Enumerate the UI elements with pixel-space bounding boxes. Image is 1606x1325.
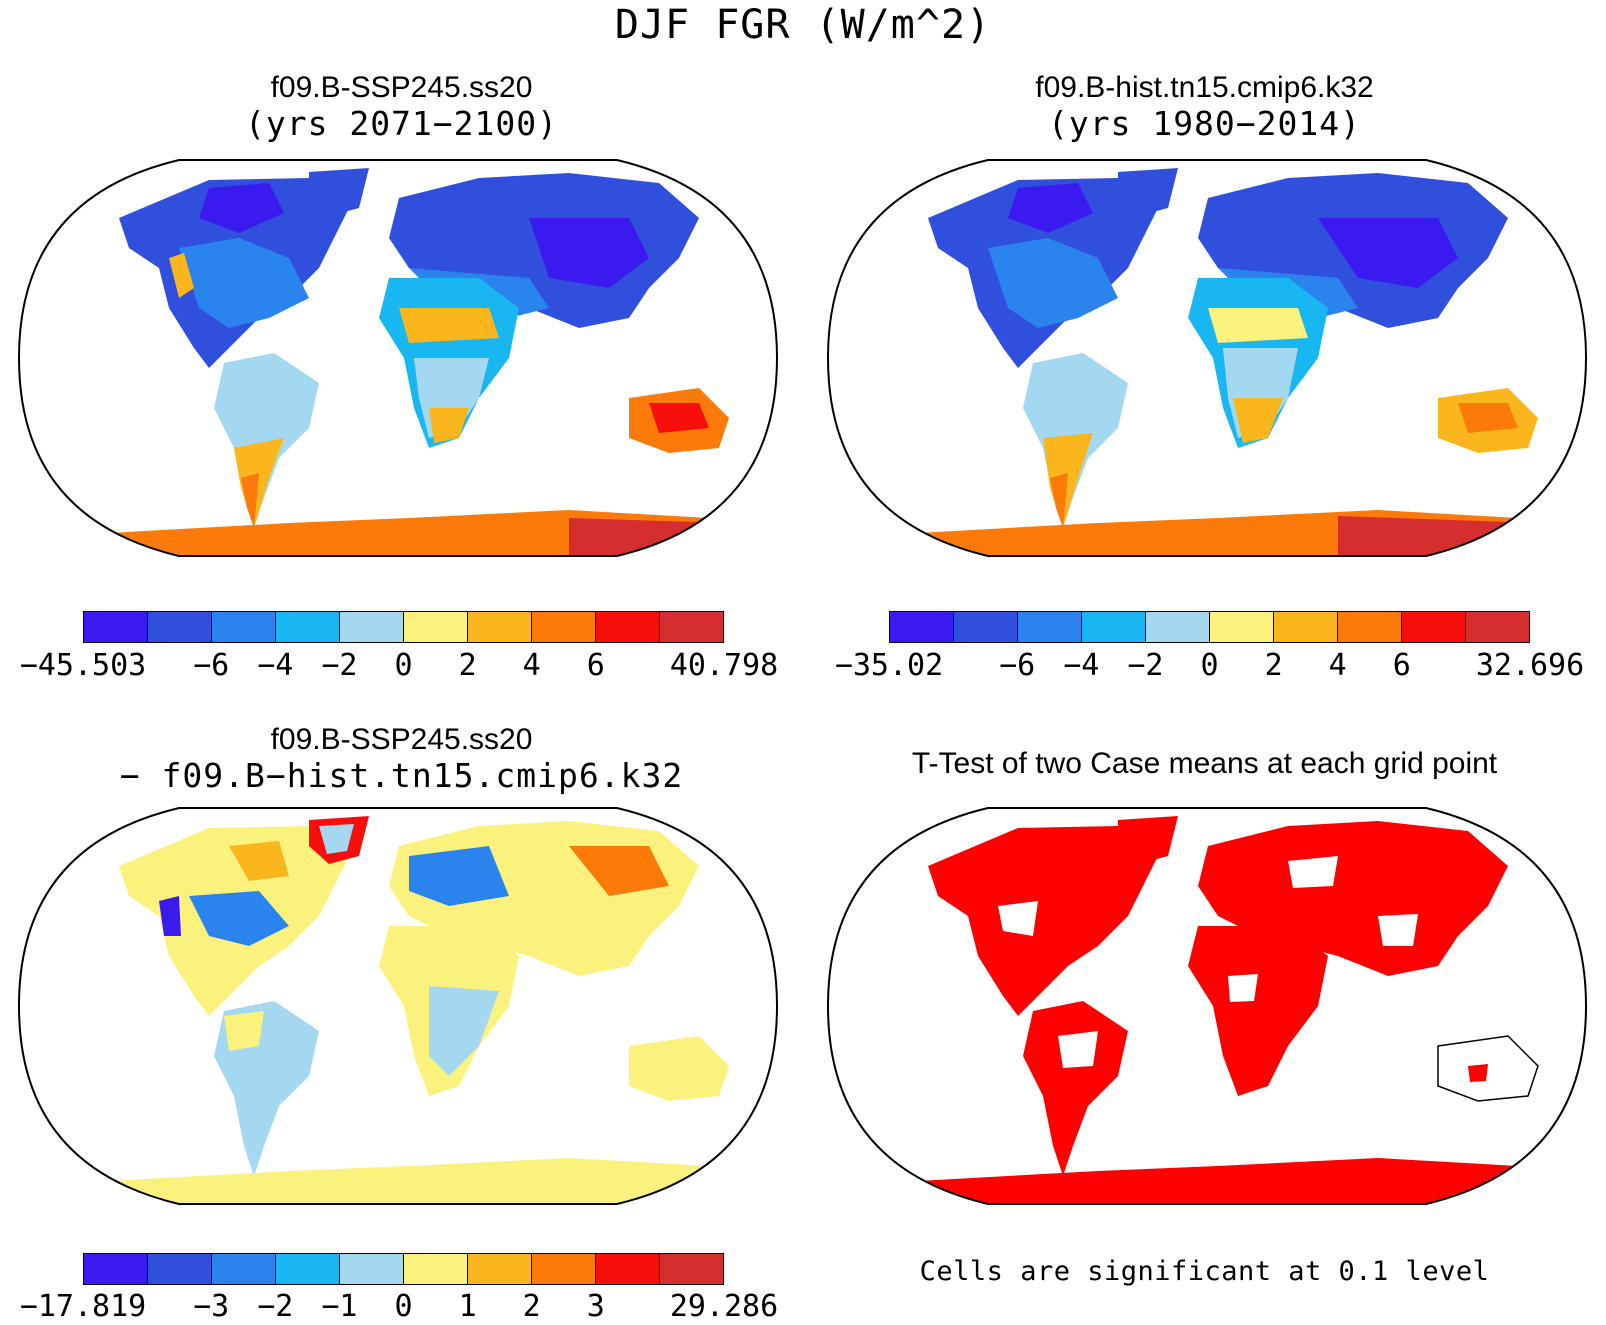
- panel-1-map: [17, 159, 779, 557]
- colorbar-tick-label: −45.503: [19, 648, 147, 683]
- colorbar-swatch: [148, 1254, 212, 1284]
- colorbar-swatch: [596, 1254, 660, 1284]
- colorbar-tick-label: 32.696: [1475, 648, 1585, 683]
- panel-1-subtitle: (yrs 2071−2100): [244, 104, 558, 143]
- panel-1-colorbar: [83, 611, 724, 643]
- colorbar-swatch: [404, 612, 468, 642]
- colorbar-swatch: [1402, 612, 1466, 642]
- australia-landmass: [629, 1036, 729, 1101]
- colorbar-tick-label: −2: [1127, 648, 1164, 683]
- colorbar-tick-label: 6: [586, 648, 605, 683]
- panel-2-title: f09.B-hist.tn15.cmip6.k32: [1035, 71, 1374, 104]
- colorbar-swatch: [276, 1254, 340, 1284]
- south-america-significant-cells: [1023, 1001, 1128, 1176]
- colorbar-swatch: [276, 612, 340, 642]
- panel-2-header: f09.B-hist.tn15.cmip6.k32 (yrs 1980−2014…: [803, 70, 1606, 142]
- colorbar-tick-label: −4: [257, 648, 294, 683]
- panel-4-map: [826, 807, 1588, 1205]
- colorbar-tick-label: 3: [586, 1289, 605, 1324]
- colorbar-swatch: [596, 612, 660, 642]
- colorbar-swatch: [954, 612, 1018, 642]
- australia-significant-cells: [1468, 1064, 1488, 1082]
- colorbar-tick-label: −6: [193, 648, 230, 683]
- panel-2-map: [826, 159, 1588, 557]
- panel-1-header: f09.B-SSP245.ss20 (yrs 2071−2100): [0, 70, 803, 142]
- colorbar-tick-label: 2: [522, 1289, 541, 1324]
- panel-3-header: f09.B-SSP245.ss20 − f09.B−hist.tn15.cmip…: [0, 722, 803, 794]
- colorbar-tick-label: 29.286: [669, 1289, 779, 1324]
- colorbar-tick-label: 40.798: [669, 648, 779, 683]
- colorbar-swatch: [212, 612, 276, 642]
- colorbar-swatch: [532, 1254, 596, 1284]
- panel-2-colorbar: [889, 611, 1530, 643]
- panel-3-subtitle: − f09.B−hist.tn15.cmip6.k32: [119, 756, 684, 795]
- colorbar-swatch: [404, 1254, 468, 1284]
- colorbar-swatch: [468, 612, 532, 642]
- panel-2-colorbar-labels: −35.02 −6 −4 −2 0 2 4 6 32.696: [835, 648, 1584, 684]
- colorbar-swatch: [84, 1254, 148, 1284]
- colorbar-tick-label: 1: [458, 1289, 477, 1324]
- colorbar-swatch: [1018, 612, 1082, 642]
- colorbar-tick-label: −17.819: [19, 1289, 147, 1324]
- colorbar-tick-label: 0: [394, 1289, 413, 1324]
- colorbar-tick-label: 0: [1200, 648, 1219, 683]
- figure-title: DJF FGR (W/m^2): [614, 2, 992, 48]
- south-america-landmass: [214, 353, 319, 528]
- colorbar-tick-label: 4: [522, 648, 541, 683]
- colorbar-swatch: [890, 612, 954, 642]
- africa-significant-cells: [1188, 926, 1328, 1096]
- colorbar-swatch: [468, 1254, 532, 1284]
- antarctica-significant-cells: [918, 1158, 1538, 1204]
- antarctica-landmass: [109, 1158, 729, 1204]
- colorbar-swatch: [84, 612, 148, 642]
- colorbar-tick-label: −3: [193, 1289, 230, 1324]
- colorbar-tick-label: −4: [1063, 648, 1100, 683]
- colorbar-swatch: [1082, 612, 1146, 642]
- panel-4-title: T-Test of two Case means at each grid po…: [911, 747, 1498, 780]
- colorbar-tick-label: −6: [999, 648, 1036, 683]
- panel-3-colorbar: [83, 1253, 724, 1285]
- colorbar-swatch: [212, 1254, 276, 1284]
- panel-2-subtitle: (yrs 1980−2014): [1047, 104, 1361, 143]
- colorbar-tick-label: 4: [1328, 648, 1347, 683]
- greenland-significant-cells: [1118, 816, 1178, 864]
- panel-3-colorbar-labels: −17.819 −3 −2 −1 0 1 2 3 29.286: [20, 1289, 778, 1325]
- panel-3-map: [17, 807, 779, 1205]
- colorbar-swatch: [1210, 612, 1274, 642]
- colorbar-swatch: [1146, 612, 1210, 642]
- colorbar-tick-label: −35.02: [834, 648, 944, 683]
- colorbar-swatch: [340, 1254, 404, 1284]
- panel-4-header: T-Test of two Case means at each grid po…: [803, 746, 1606, 782]
- colorbar-tick-label: −1: [321, 1289, 358, 1324]
- panel-1-title: f09.B-SSP245.ss20: [270, 71, 533, 104]
- greenland-landmass: [309, 168, 369, 216]
- colorbar-swatch: [660, 1254, 723, 1284]
- colorbar-swatch: [660, 612, 723, 642]
- north-america-significant-cells: [928, 826, 1168, 1016]
- colorbar-swatch: [1274, 612, 1338, 642]
- greenland-landmass: [1118, 168, 1178, 216]
- colorbar-tick-label: 0: [394, 648, 413, 683]
- panel-4-note: Cells are significant at 0.1 level: [919, 1256, 1490, 1287]
- colorbar-tick-label: 2: [1264, 648, 1283, 683]
- colorbar-tick-label: 2: [458, 648, 477, 683]
- colorbar-swatch: [1338, 612, 1402, 642]
- panel-1-colorbar-labels: −45.503 −6 −4 −2 0 2 4 6 40.798: [20, 648, 778, 684]
- colorbar-swatch: [1466, 612, 1529, 642]
- colorbar-tick-label: 6: [1392, 648, 1411, 683]
- colorbar-tick-label: −2: [257, 1289, 294, 1324]
- panel-3-title: f09.B-SSP245.ss20: [270, 723, 533, 756]
- colorbar-swatch: [148, 612, 212, 642]
- colorbar-tick-label: −2: [321, 648, 358, 683]
- non-significant-gaps: [998, 856, 1539, 1102]
- colorbar-swatch: [532, 612, 596, 642]
- colorbar-swatch: [340, 612, 404, 642]
